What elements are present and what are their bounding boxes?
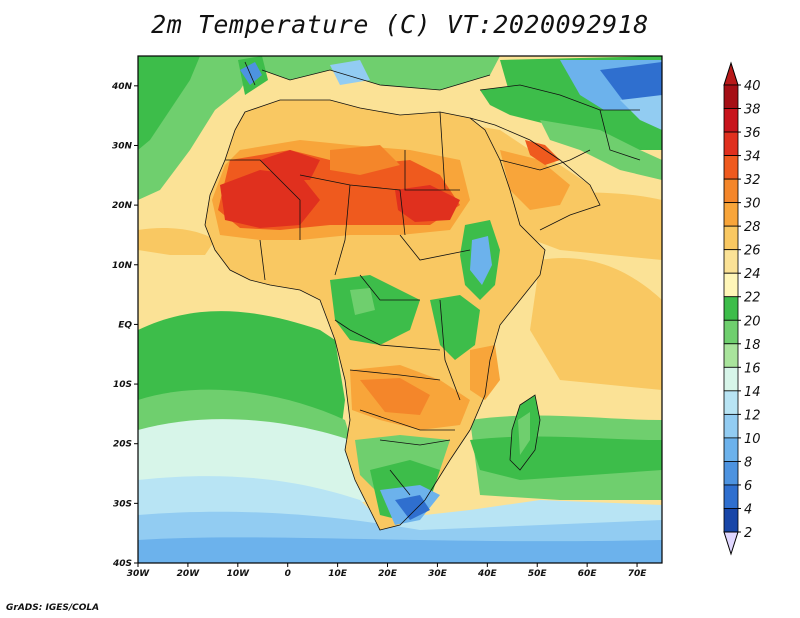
lon-tick-label: 10E xyxy=(328,569,348,579)
lon-tick-label: 50E xyxy=(528,569,548,579)
colorbar-segment xyxy=(723,202,739,227)
colorbar-segment xyxy=(723,225,739,251)
lat-tick-label: 40S xyxy=(112,559,132,569)
colorbar-label: 34 xyxy=(744,150,761,165)
map-title: 2m Temperature (C) VT:2020092918 xyxy=(151,10,649,39)
longitude-ticks: 30W 20W 10W 0 10E 20E 30E 40E 50E 60E 70E xyxy=(127,563,647,579)
colorbar-label: 28 xyxy=(744,220,761,235)
colorbar-segment xyxy=(723,508,739,533)
lat-tick-label: 40N xyxy=(111,82,133,92)
lon-tick-label: 10W xyxy=(227,569,251,579)
country-borders xyxy=(204,61,641,531)
colorbar-segment xyxy=(723,84,739,109)
colorbar-label: 16 xyxy=(744,361,761,376)
colorbar-segment xyxy=(723,296,739,321)
colorbar-label: 22 xyxy=(744,291,761,306)
colorbar-label: 8 xyxy=(744,455,752,470)
colorbar-bottom-arrow xyxy=(723,531,739,556)
grads-credit: GrADS: IGES/COLA xyxy=(6,603,100,613)
colorbar-segment xyxy=(723,108,739,133)
colorbar-segment xyxy=(723,390,739,415)
lat-tick-label: EQ xyxy=(118,320,132,330)
colorbar-segment xyxy=(723,461,739,486)
colorbar-segment xyxy=(723,319,739,345)
lat-tick-label: 30N xyxy=(112,141,133,151)
lat-tick-label: 20S xyxy=(113,440,132,450)
colorbar-label: 2 xyxy=(744,526,752,541)
colorbar-segment xyxy=(723,178,739,204)
colorbar-label: 32 xyxy=(744,173,761,188)
lon-tick-label: 30W xyxy=(127,569,151,579)
colorbar-segment xyxy=(723,484,739,509)
colorbar-segment xyxy=(723,272,739,298)
map-frame xyxy=(137,55,663,564)
colorbar-label: 36 xyxy=(744,126,761,141)
lon-tick-label: 40E xyxy=(477,569,498,579)
colorbar-label: 18 xyxy=(744,338,761,353)
colorbar-segment xyxy=(723,366,739,392)
colorbar-label: 6 xyxy=(744,479,752,494)
map-field xyxy=(138,56,662,563)
lat-tick-label: 20N xyxy=(112,201,133,211)
lat-tick-label: 10S xyxy=(113,380,132,390)
colorbar-label: 10 xyxy=(744,432,761,447)
colorbar-label: 12 xyxy=(744,408,761,423)
colorbar-segment xyxy=(723,437,739,462)
colorbar-segment xyxy=(723,413,739,439)
colorbar-segment xyxy=(723,155,739,180)
colorbar-label: 30 xyxy=(744,197,761,212)
colorbar-label: 24 xyxy=(744,267,761,282)
colorbar-segment xyxy=(723,131,739,156)
color-scale: 40 38 36 34 32 30 28 26 24 22 20 18 16 14 12 10 8 6 4 2 xyxy=(723,61,761,556)
colorbar-label: 4 xyxy=(744,502,752,517)
lon-tick-label: 30E xyxy=(428,569,448,579)
lon-tick-label: 70E xyxy=(628,569,648,579)
lat-tick-label: 30S xyxy=(113,499,132,509)
colorbar-segment xyxy=(723,343,739,368)
colorbar-label: 26 xyxy=(744,244,761,259)
colorbar-label: 20 xyxy=(744,314,761,329)
colorbar-label: 14 xyxy=(744,385,761,400)
lon-tick-label: 20E xyxy=(378,569,398,579)
colorbar-label: 38 xyxy=(744,103,761,118)
lat-tick-label: 10N xyxy=(112,261,133,271)
lon-tick-label: 0 xyxy=(285,569,291,579)
latitude-ticks: 40N 30N 20N 10N EQ 10S 20S 30S 40S xyxy=(111,82,138,569)
colorbar-segment xyxy=(723,249,739,274)
colorbar-top-arrow xyxy=(723,61,739,86)
lon-tick-label: 20W xyxy=(177,569,201,579)
lon-tick-label: 60E xyxy=(578,569,598,579)
colorbar-label: 40 xyxy=(744,79,761,94)
